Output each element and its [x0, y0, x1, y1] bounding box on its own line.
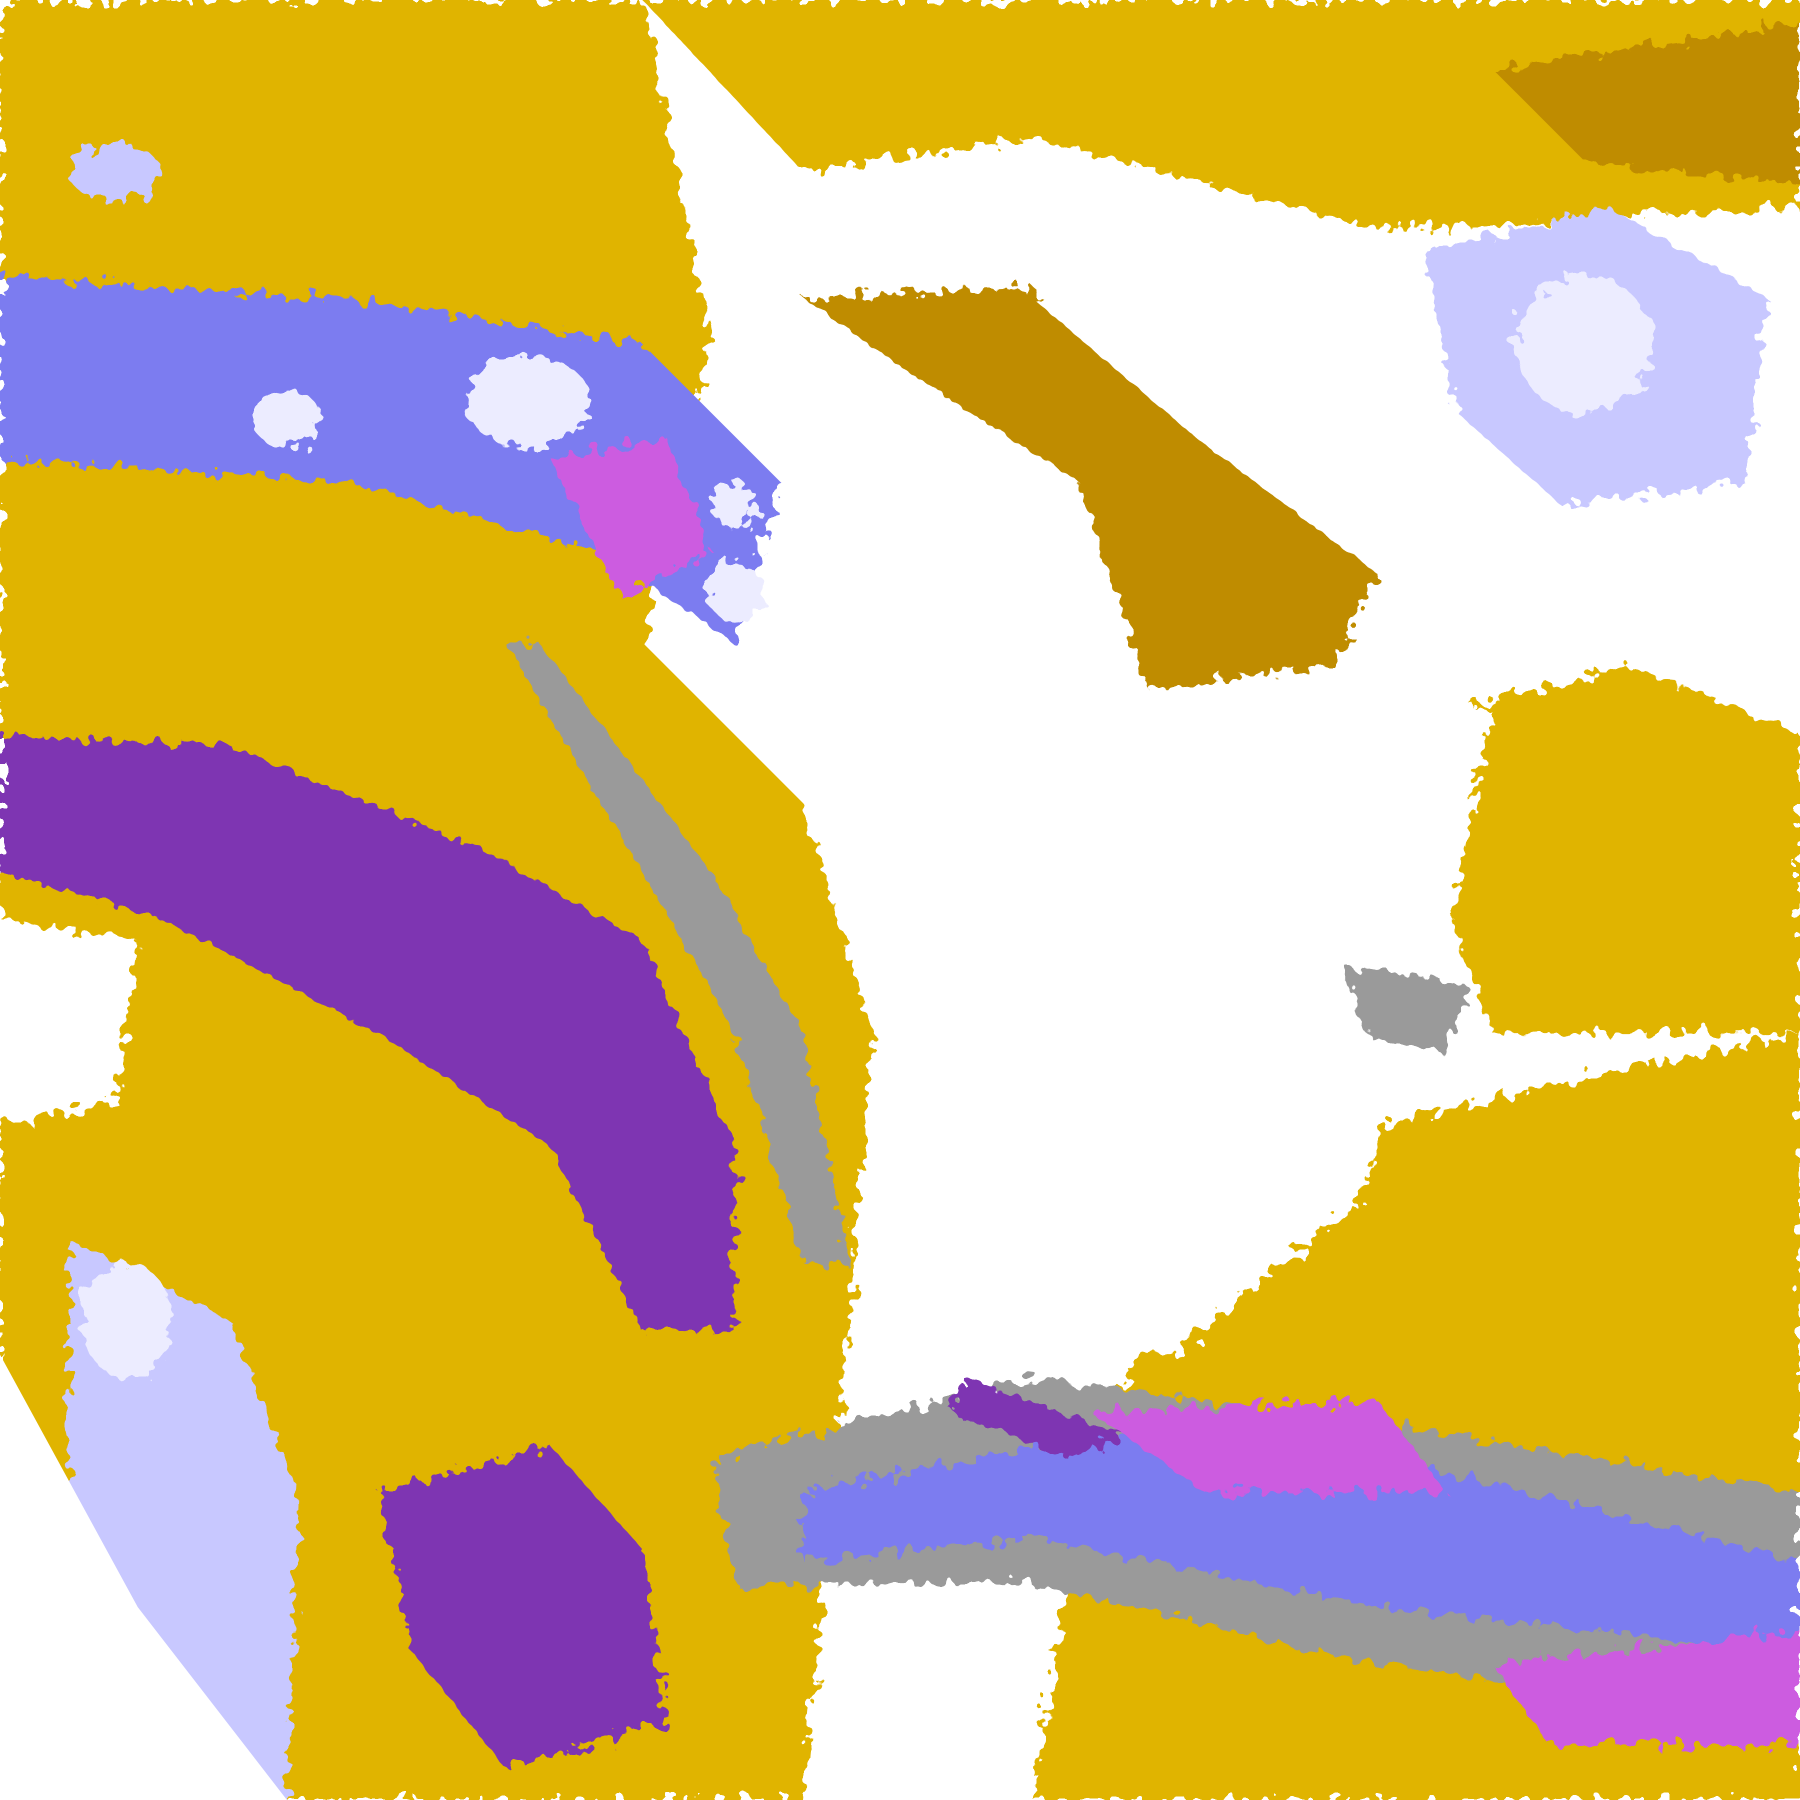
gray-strip-andes — [505, 642, 850, 1263]
cloud-north-4 — [711, 482, 758, 529]
periwinkle-band-north — [0, 275, 781, 643]
magenta-patch-north — [551, 436, 712, 597]
gold-region-coast-east — [1434, 665, 1800, 1034]
magenta-region-southeast — [1492, 1630, 1800, 1745]
gold-region-north — [642, 0, 1800, 230]
clear-region-west — [0, 918, 138, 1125]
cloud-core-northeast — [1515, 275, 1654, 414]
purple-region-pacific — [0, 734, 735, 1332]
clear-region-north — [1033, 252, 1435, 483]
cloud-northwest — [68, 143, 161, 201]
cloud-southwest-core — [80, 1262, 173, 1378]
dark-gold-region-northeast — [1492, 22, 1800, 184]
purple-band-south — [952, 1377, 1125, 1458]
clear-region-brazil — [642, 493, 1493, 1355]
no-data-corner — [0, 1354, 287, 1800]
periwinkle-band-south — [803, 1434, 1800, 1654]
purple-region-southwest — [378, 1446, 666, 1768]
magenta-band-south — [1090, 1400, 1447, 1493]
cloud-north-2 — [252, 390, 322, 448]
cloud-north-3 — [705, 562, 764, 620]
cloud-north-1 — [464, 355, 592, 448]
gray-patch-east — [1343, 964, 1470, 1057]
dark-gold-region-amazon — [803, 286, 1378, 689]
